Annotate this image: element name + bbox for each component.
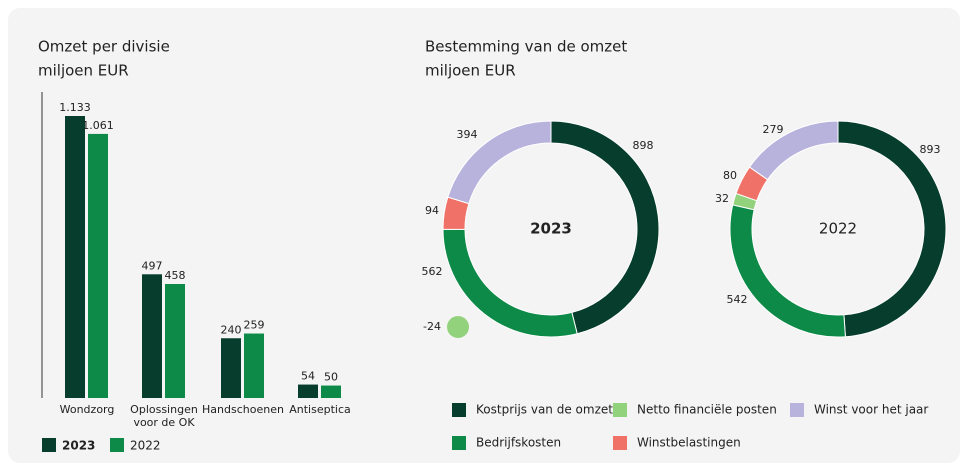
bar: [298, 384, 318, 398]
legend-swatch: [452, 403, 466, 417]
x-tick-label: Handschoenen: [202, 403, 284, 416]
legend-swatch: [110, 438, 124, 452]
x-tick-text: Antiseptica: [289, 403, 351, 416]
value-label: 458: [165, 269, 186, 282]
x-tick-label: Antiseptica: [289, 403, 351, 416]
x-tick-label: Oplossingen voor de OK: [130, 403, 198, 429]
bar: [65, 116, 85, 398]
donut-center-label: 2022: [819, 220, 857, 238]
bar: [142, 274, 162, 398]
bar-subtitle: miljoen EUR: [38, 62, 129, 80]
value-label: 542: [727, 293, 748, 306]
legend-swatch: [452, 436, 466, 450]
donut-subtitle: miljoen EUR: [425, 62, 516, 80]
value-label: 80: [723, 169, 737, 182]
bar-title: Omzet per divisie: [38, 38, 170, 56]
value-label: 32: [715, 192, 729, 205]
x-tick-text: Wondzorg: [59, 403, 115, 416]
value-label: 562: [422, 265, 443, 278]
value-label: 94: [425, 204, 439, 217]
value-label: 394: [457, 128, 478, 141]
bar: [244, 333, 264, 398]
legend-label: 2022: [130, 439, 161, 453]
legend-swatch: [613, 403, 627, 417]
donut-segment: [748, 120, 839, 181]
x-tick-text: Handschoenen: [202, 403, 284, 416]
bar: [88, 133, 108, 398]
value-label: 50: [324, 371, 338, 384]
bar: [165, 284, 185, 398]
value-label: 240: [221, 323, 242, 336]
donut-segment: [447, 120, 552, 205]
donut-center-label: 2023: [530, 220, 572, 238]
x-tick-label: Wondzorg: [59, 403, 115, 416]
value-label: 497: [142, 259, 163, 272]
value-label: 893: [920, 143, 941, 156]
value-label: 1.133: [59, 101, 91, 114]
value-label: -24: [423, 320, 441, 333]
value-label: 259: [244, 319, 265, 332]
legend-label: Kostprijs van de omzet: [476, 403, 613, 417]
x-tick-text: Oplossingen voor de OK: [130, 403, 198, 429]
legend-swatch: [613, 436, 627, 450]
legend-label: Netto financiële posten: [637, 403, 777, 417]
legend-label: Winstbelastingen: [637, 436, 741, 450]
value-label: 898: [633, 139, 654, 152]
value-label: 279: [763, 123, 784, 136]
legend-label: Winst voor het jaar: [814, 403, 928, 417]
value-label: 54: [301, 370, 315, 383]
negative-marker: [447, 316, 469, 338]
legend-swatch: [42, 438, 56, 452]
legend-label: Bedrijfskosten: [476, 436, 561, 450]
value-label: 1.061: [82, 119, 114, 132]
donut-title: Bestemming van de omzet: [425, 38, 627, 56]
bar: [221, 338, 241, 398]
legend-swatch: [790, 403, 804, 417]
legend-label: 2023: [62, 439, 95, 453]
bar: [321, 385, 341, 398]
